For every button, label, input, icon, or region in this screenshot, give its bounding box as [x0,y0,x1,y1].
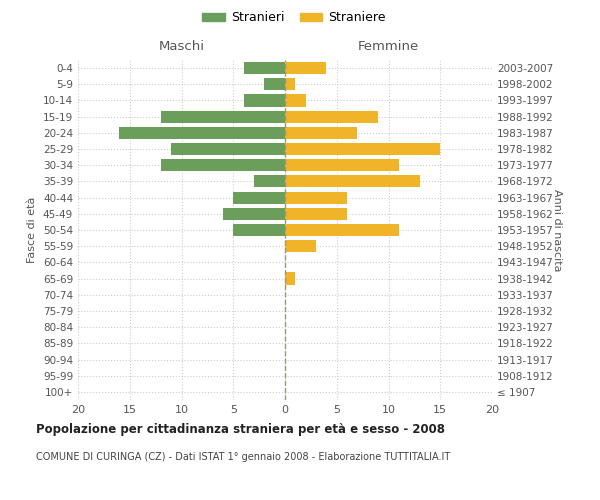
Text: COMUNE DI CURINGA (CZ) - Dati ISTAT 1° gennaio 2008 - Elaborazione TUTTITALIA.IT: COMUNE DI CURINGA (CZ) - Dati ISTAT 1° g… [36,452,450,462]
Bar [285,62,326,74]
Bar [265,78,285,90]
Bar [285,272,295,284]
Bar [119,127,285,139]
Bar [254,176,285,188]
Bar [244,94,285,106]
Bar [171,143,285,155]
Text: Femmine: Femmine [358,40,419,52]
Bar [285,224,399,236]
Bar [285,110,378,122]
Bar [244,62,285,74]
Bar [161,110,285,122]
Text: Popolazione per cittadinanza straniera per età e sesso - 2008: Popolazione per cittadinanza straniera p… [36,422,445,436]
Bar [285,94,306,106]
Bar [223,208,285,220]
Bar [285,208,347,220]
Bar [285,159,399,172]
Y-axis label: Anni di nascita: Anni di nascita [552,188,562,271]
Bar [285,143,440,155]
Bar [161,159,285,172]
Bar [285,176,419,188]
Bar [285,127,358,139]
Legend: Stranieri, Straniere: Stranieri, Straniere [197,6,391,29]
Bar [285,78,295,90]
Bar [285,240,316,252]
Bar [285,192,347,203]
Bar [233,224,285,236]
Y-axis label: Fasce di età: Fasce di età [28,197,37,263]
Text: Maschi: Maschi [158,40,205,52]
Bar [233,192,285,203]
